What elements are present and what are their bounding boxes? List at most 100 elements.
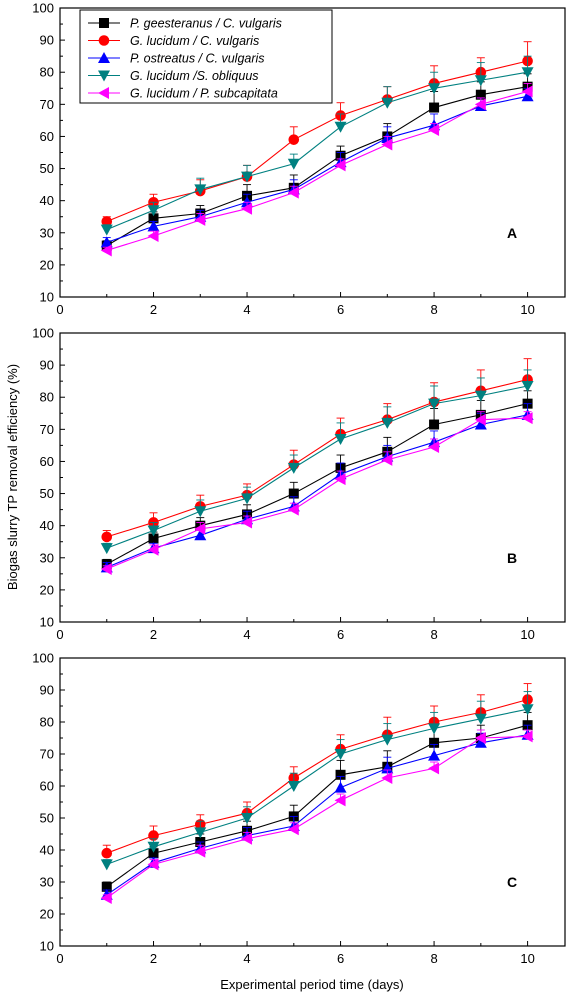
data-point <box>100 543 113 555</box>
legend-entry: G. lucidum / P. subcapitata <box>88 87 278 101</box>
data-point <box>194 845 206 858</box>
y-tick-label: 20 <box>40 257 54 272</box>
x-tick-label: 8 <box>430 951 437 966</box>
data-point <box>194 827 207 839</box>
y-tick-label: 20 <box>40 582 54 597</box>
data-point <box>100 859 113 871</box>
legend-marker <box>99 18 109 28</box>
data-point <box>428 83 441 95</box>
data-point <box>147 543 159 556</box>
data-point <box>334 121 347 133</box>
data-point <box>521 90 534 102</box>
data-point <box>381 772 393 784</box>
data-point <box>101 881 112 892</box>
legend-entry: G. lucidum / C. vulgaris <box>88 34 259 48</box>
data-point <box>429 419 440 430</box>
data-point <box>148 213 159 224</box>
legend-entry: P. geesteranus / C. vulgaris <box>88 17 282 31</box>
series-3 <box>100 87 534 248</box>
data-point <box>241 516 253 529</box>
data-point <box>101 847 113 859</box>
series-line <box>106 734 528 896</box>
panel-label: C <box>507 874 517 890</box>
x-tick-label: 10 <box>520 951 534 966</box>
data-point <box>428 398 441 410</box>
data-point <box>334 794 346 807</box>
legend-marker <box>98 52 110 63</box>
series-line <box>106 385 528 549</box>
data-point <box>100 236 113 248</box>
data-point <box>429 102 440 113</box>
x-tick-label: 10 <box>520 302 534 317</box>
data-point <box>334 473 346 486</box>
data-point <box>241 202 253 215</box>
data-point <box>147 229 159 242</box>
data-point <box>100 892 112 904</box>
series-1 <box>101 390 533 570</box>
data-point <box>381 453 393 466</box>
y-tick-label: 30 <box>40 875 54 890</box>
y-tick-label: 40 <box>40 518 54 533</box>
data-point <box>194 506 207 518</box>
series-2 <box>101 683 533 859</box>
data-point <box>147 205 160 217</box>
legend-marker <box>98 87 109 99</box>
series-line <box>106 699 528 854</box>
data-point <box>287 186 299 199</box>
y-tick-label: 30 <box>40 550 54 565</box>
y-tick-label: 10 <box>40 939 54 954</box>
series-line <box>106 417 528 570</box>
data-point <box>474 732 486 744</box>
panel-label: A <box>507 225 517 241</box>
y-tick-label: 50 <box>40 161 54 176</box>
legend-label: G. lucidum /S. obliquus <box>130 69 259 83</box>
y-tick-label: 80 <box>40 65 54 80</box>
data-point <box>241 171 254 183</box>
data-point <box>241 493 254 505</box>
series-5 <box>100 411 533 576</box>
series-4 <box>100 691 534 871</box>
data-point <box>474 75 487 87</box>
data-point <box>194 184 207 196</box>
data-point <box>147 220 160 232</box>
data-point <box>194 213 206 226</box>
data-point <box>334 159 346 172</box>
y-tick-label: 60 <box>40 129 54 144</box>
data-point <box>288 134 300 145</box>
data-point <box>475 89 486 100</box>
data-point <box>521 412 533 425</box>
legend-marker <box>98 70 110 82</box>
data-point <box>334 749 347 760</box>
data-point <box>428 723 441 735</box>
y-tick-label: 40 <box>40 193 54 208</box>
panel-a: 10 20 30 40 50 60 70 80 90 100 0 2 4 6 8 10 A <box>32 1 566 317</box>
data-point <box>287 823 299 836</box>
data-point <box>428 749 441 761</box>
data-point <box>521 730 533 743</box>
x-tick-label: 10 <box>520 627 534 642</box>
data-point <box>334 781 347 793</box>
series-line <box>106 379 528 538</box>
data-point <box>428 124 440 137</box>
legend-label: G. lucidum / C. vulgaris <box>130 34 259 48</box>
data-point <box>474 390 487 402</box>
series-4 <box>100 55 534 236</box>
x-tick-label: 2 <box>150 302 157 317</box>
data-point <box>241 832 253 845</box>
data-point <box>101 531 113 543</box>
y-tick-label: 50 <box>40 811 54 826</box>
data-point <box>474 413 486 426</box>
data-point <box>474 98 486 111</box>
y-tick-label: 80 <box>40 715 54 730</box>
legend-entry: G. lucidum /S. obliquus <box>88 69 259 83</box>
data-point <box>521 85 533 98</box>
data-point <box>148 533 159 544</box>
data-point <box>335 769 346 780</box>
legend-entry: P. ostreatus / C. vulgaris <box>88 52 265 66</box>
data-point <box>428 762 440 775</box>
series-line <box>106 708 528 865</box>
x-tick-label: 8 <box>430 627 437 642</box>
x-tick-label: 4 <box>243 951 250 966</box>
legend-label: P. ostreatus / C. vulgaris <box>130 52 265 66</box>
